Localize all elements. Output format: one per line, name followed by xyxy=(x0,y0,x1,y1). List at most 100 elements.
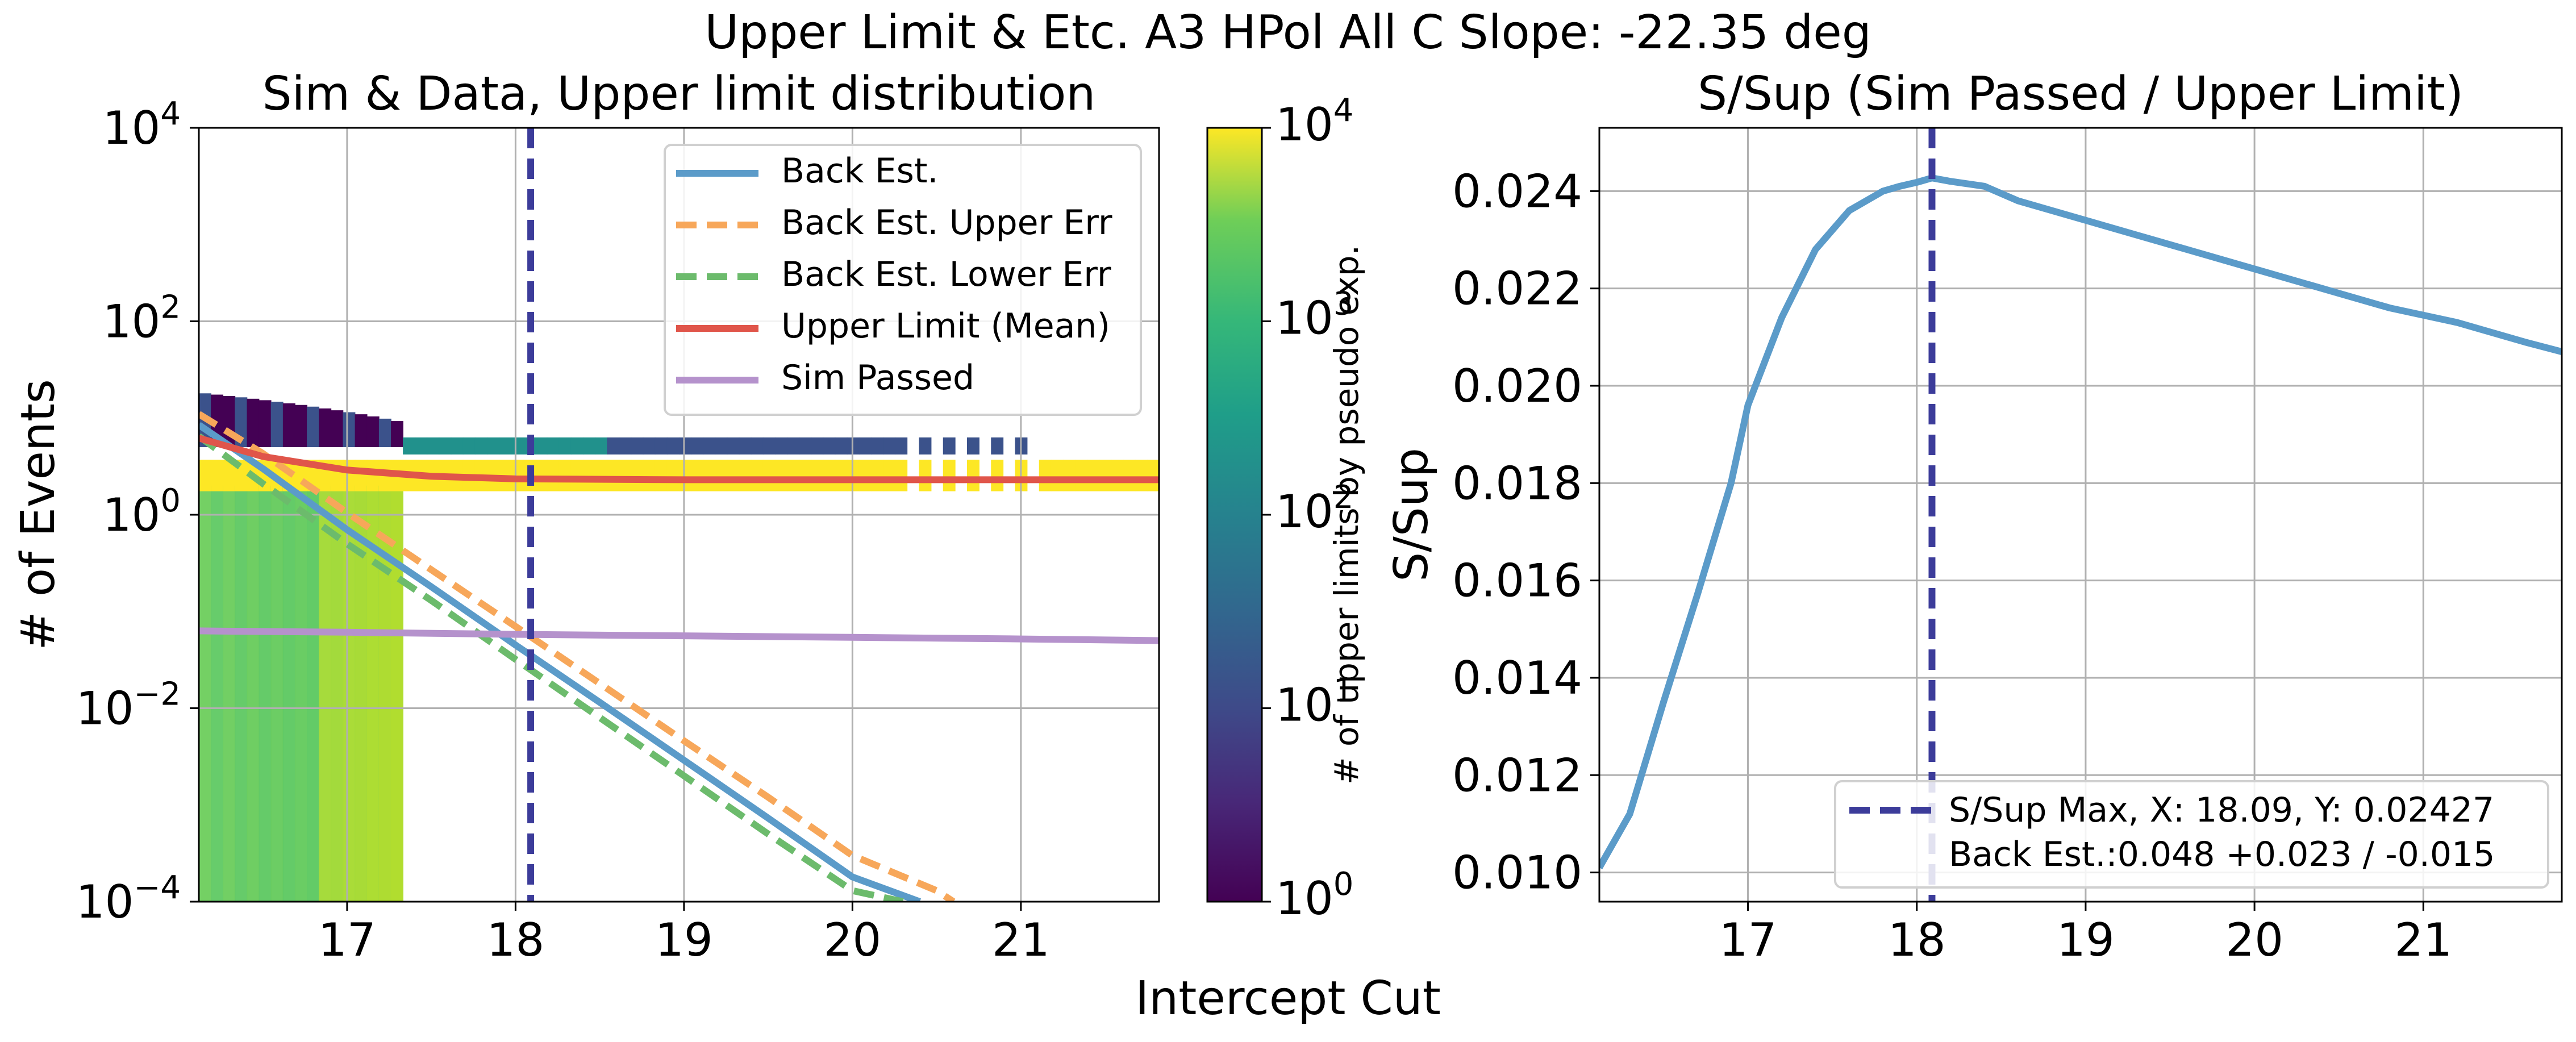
heatmap-cell xyxy=(583,460,595,491)
left-series-lines xyxy=(199,411,1159,902)
heatmap-cell xyxy=(823,460,836,491)
heatmap-cell xyxy=(235,485,248,902)
heatmap-cell xyxy=(871,460,883,491)
right-y-tick-label: 0.020 xyxy=(1452,360,1582,412)
left-x-ticks: 17 18 19 20 21 xyxy=(318,902,1050,966)
heatmap-cell xyxy=(631,460,644,491)
heatmap-cell xyxy=(307,485,320,902)
heatmap-cell xyxy=(967,460,979,491)
heatmap-cell xyxy=(1135,460,1148,491)
heatmap-cell xyxy=(487,437,499,455)
heatmap-cell xyxy=(919,460,932,491)
heatmap-cell xyxy=(547,437,560,455)
heatmap-cell xyxy=(211,485,224,902)
left-y-tick-label: 100 xyxy=(103,482,181,541)
heatmap-cell xyxy=(355,485,368,902)
heatmap-cell xyxy=(199,460,211,491)
heatmap-cell xyxy=(943,460,956,491)
heatmap-cell xyxy=(570,460,583,491)
heatmap-cell xyxy=(295,485,307,902)
colorbar-gradient xyxy=(1206,127,1263,903)
legend-label-upper-limit: Upper Limit (Mean) xyxy=(781,306,1110,346)
heatmap-cell xyxy=(307,406,320,448)
heatmap-cell xyxy=(895,437,908,455)
heatmap-cell xyxy=(355,414,368,448)
heatmap-cell xyxy=(1087,460,1100,491)
heatmap-cell xyxy=(211,485,224,902)
heatmap-cell xyxy=(883,437,896,455)
heatmap-cell xyxy=(835,460,848,491)
heatmap-cell xyxy=(1147,460,1159,491)
heatmap-cell xyxy=(811,460,824,491)
heatmap-cell xyxy=(1099,460,1112,491)
heatmap-cell xyxy=(247,485,260,902)
ssup-line xyxy=(1599,174,2562,869)
heatmap-cell xyxy=(211,460,224,491)
right-panel-title: S/Sup (Sim Passed / Upper Limit) xyxy=(1698,67,2464,121)
right-legend-box xyxy=(1834,780,2549,889)
heatmap-cell xyxy=(1123,460,1136,491)
heatmap-cell xyxy=(943,437,956,455)
heatmap-cell xyxy=(462,437,476,455)
heatmap-cell xyxy=(259,400,272,448)
heatmap-cell xyxy=(858,437,872,455)
heatmap-cell xyxy=(762,437,776,455)
heatmap-cell xyxy=(715,460,728,491)
heatmap-cell xyxy=(223,485,236,902)
heatmap-cell xyxy=(739,460,752,491)
heatmap-cell xyxy=(366,416,380,448)
left-x-tick-label: 20 xyxy=(823,914,881,966)
left-y-ticks: 104 102 100 10−2 10−4 xyxy=(76,95,199,928)
heatmap-cell xyxy=(570,437,583,455)
colorbar-tick-label: 102 xyxy=(1276,479,1353,538)
right-y-tick-label: 0.010 xyxy=(1452,847,1582,899)
heatmap-cell xyxy=(331,485,344,902)
heatmap-cell xyxy=(751,437,764,455)
heatmap-cell xyxy=(223,460,236,491)
left-legend: Back Est. Back Est. Upper Err Back Est. … xyxy=(664,144,1142,416)
left-x-tick-label: 19 xyxy=(655,914,713,966)
heatmap-cell xyxy=(1039,460,1052,491)
heatmap-cell xyxy=(547,460,560,491)
legend-label-ssup-max: S/Sup Max, X: 18.09, Y: 0.02427 xyxy=(1949,790,2494,830)
heatmap-cell xyxy=(775,460,787,491)
heatmap-cell xyxy=(643,437,656,455)
heatmap-cell xyxy=(378,485,391,902)
shared-xlabel: Intercept Cut xyxy=(1135,972,1441,1026)
heatmap-cell xyxy=(439,437,452,455)
heatmap-cell xyxy=(991,460,1004,491)
heatmap-cell xyxy=(378,418,391,448)
colorbar: 100 101 102 103 104 # of upper limits by pse… xyxy=(1206,92,1366,925)
right-y-tick-label: 0.018 xyxy=(1452,457,1582,510)
heatmap-cell xyxy=(247,398,260,448)
legend-label-upper-err: Back Est. Upper Err xyxy=(781,203,1112,243)
heatmap-cell xyxy=(199,485,211,902)
left-y-tick-label: 102 xyxy=(103,289,181,348)
heatmap-cell xyxy=(631,437,644,455)
colorbar-tick-label: 104 xyxy=(1276,92,1353,151)
right-y-tick-label: 0.022 xyxy=(1452,262,1582,315)
heatmap-cell xyxy=(991,437,1004,455)
right-y-tick-label: 0.016 xyxy=(1452,555,1582,607)
left-legend-box xyxy=(664,144,1142,416)
heatmap-cell xyxy=(366,460,380,491)
heatmap-cell xyxy=(366,485,380,902)
left-x-tick-label: 21 xyxy=(992,914,1050,966)
right-plot-frame xyxy=(1598,127,2563,903)
heatmap-cell xyxy=(871,437,883,455)
heatmap-cell xyxy=(403,437,416,455)
heatmap-cell xyxy=(535,437,548,455)
heatmap-cell xyxy=(270,402,284,448)
heatmap-cell xyxy=(474,437,487,455)
heatmap-cell xyxy=(1111,460,1124,491)
heatmap-cell xyxy=(583,437,595,455)
heatmap-cell xyxy=(343,412,356,448)
heatmap-cell xyxy=(391,421,403,448)
left-y-tick-label: 104 xyxy=(103,95,181,155)
heatmap-cell xyxy=(427,437,440,455)
heatmap-cell xyxy=(799,437,812,455)
heatmap-cell xyxy=(823,437,836,455)
right-x-tick-label: 18 xyxy=(1888,914,1946,966)
heatmap-cell xyxy=(270,485,284,902)
